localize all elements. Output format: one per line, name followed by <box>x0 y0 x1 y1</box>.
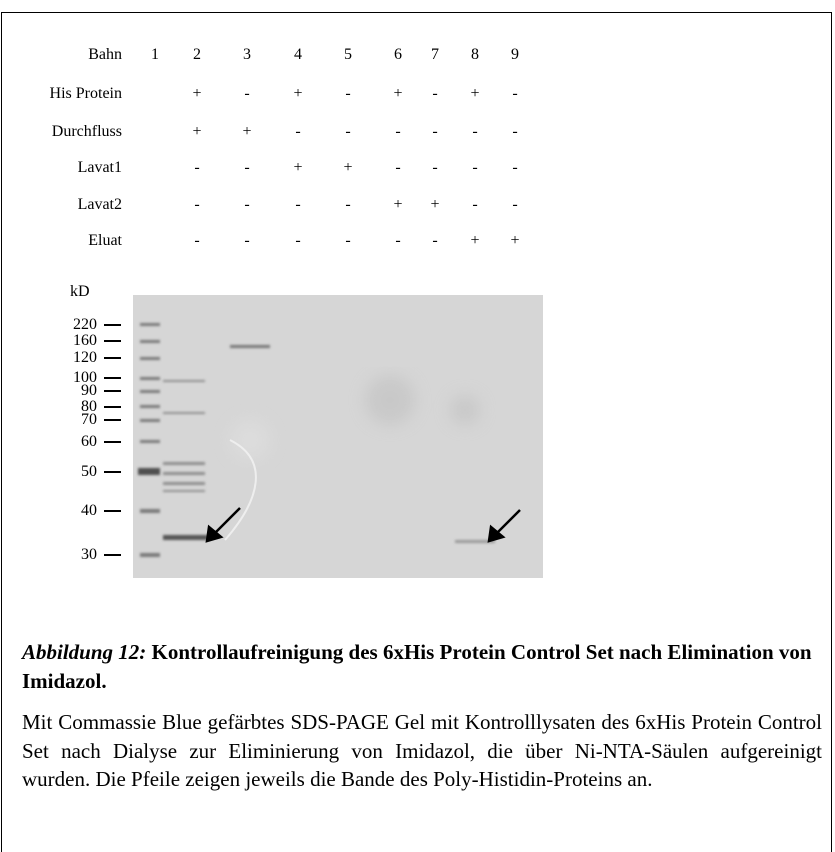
lane-mark: - <box>432 231 437 251</box>
lane-mark: - <box>432 122 437 142</box>
marker-label: 70 <box>81 413 97 427</box>
lane-mark: - <box>512 122 517 142</box>
marker-label: 90 <box>81 384 97 398</box>
marker-label: 60 <box>81 435 97 449</box>
lane-mark: + <box>510 231 519 251</box>
lane-mark: - <box>244 231 249 251</box>
lane-mark: - <box>194 231 199 251</box>
lane-number: 8 <box>471 45 479 65</box>
lane-mark: - <box>295 195 300 215</box>
lane-mark: - <box>432 158 437 178</box>
lane-mark: + <box>343 158 352 178</box>
lane-number: 5 <box>344 45 352 65</box>
lane-number: 7 <box>431 45 439 65</box>
lane-mark: - <box>345 231 350 251</box>
lane-mark: - <box>432 84 437 104</box>
lane-number: 3 <box>243 45 251 65</box>
lane-mark: + <box>393 84 402 104</box>
lane-mark: + <box>470 231 479 251</box>
row-label: His Protein <box>50 84 122 104</box>
marker-ticks <box>104 325 121 555</box>
lane-mark: + <box>242 122 251 142</box>
marker-label: 220 <box>73 318 97 332</box>
lane-mark: + <box>293 84 302 104</box>
marker-label: 160 <box>73 334 97 348</box>
marker-label: 40 <box>81 504 97 518</box>
lane-mark: - <box>472 158 477 178</box>
lane-number: 4 <box>294 45 302 65</box>
lane-mark: - <box>512 84 517 104</box>
marker-label: 30 <box>81 548 97 562</box>
marker-label: 50 <box>81 465 97 479</box>
lane-mark: - <box>395 158 400 178</box>
caption-body: Mit Commassie Blue gefärbtes SDS-PAGE Ge… <box>22 708 822 794</box>
lane-mark: - <box>295 231 300 251</box>
row-label: Lavat1 <box>78 158 122 178</box>
lane-mark: + <box>192 122 201 142</box>
lane-number: 1 <box>151 45 159 65</box>
lane-mark: - <box>244 195 249 215</box>
page: Bahn 1 2 3 4 5 6 7 8 9 His Protein + - + - + - + - Durchflu… <box>0 0 835 845</box>
lane-mark: - <box>295 122 300 142</box>
lane-mark: - <box>244 84 249 104</box>
lane-mark: - <box>395 231 400 251</box>
lane-mark: - <box>194 195 199 215</box>
marker-unit: kD <box>70 282 90 302</box>
caption-title: Abbildung 12: Kontrollaufreinigung des 6… <box>22 638 812 696</box>
lane-number: 9 <box>511 45 519 65</box>
header-label: Bahn <box>88 45 122 65</box>
lane-mark: - <box>472 195 477 215</box>
lane-mark: - <box>244 158 249 178</box>
row-label: Durchfluss <box>52 122 122 142</box>
lane-mark: + <box>430 195 439 215</box>
lane-number: 2 <box>193 45 201 65</box>
marker-label: 120 <box>73 351 97 365</box>
lane-mark: + <box>293 158 302 178</box>
lane-mark: - <box>194 158 199 178</box>
lane-mark: + <box>393 195 402 215</box>
lane-number: 6 <box>394 45 402 65</box>
lane-mark: + <box>192 84 201 104</box>
lane-mark: - <box>512 158 517 178</box>
lane-mark: - <box>512 195 517 215</box>
lane-mark: - <box>345 122 350 142</box>
row-label: Lavat2 <box>78 195 122 215</box>
lane-mark: - <box>345 84 350 104</box>
caption-label: Abbildung 12: <box>22 640 146 664</box>
lane-mark: - <box>345 195 350 215</box>
lane-mark: - <box>395 122 400 142</box>
lane-mark: + <box>470 84 479 104</box>
lane-mark: - <box>472 122 477 142</box>
row-label: Eluat <box>88 231 122 251</box>
